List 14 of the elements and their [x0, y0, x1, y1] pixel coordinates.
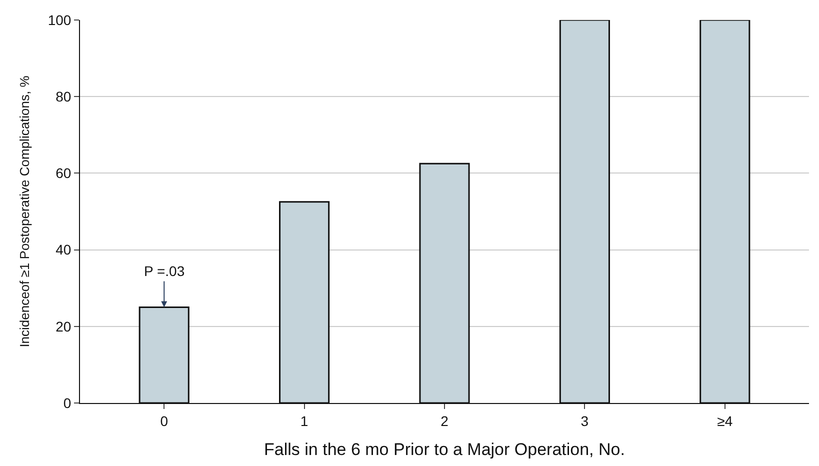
x-tick-label: 0: [160, 412, 168, 429]
y-tick-label: 100: [48, 12, 72, 28]
y-tick-label: 60: [56, 165, 72, 182]
y-tick-label: 0: [63, 394, 72, 411]
x-tick-label: 2: [440, 412, 449, 429]
annotation: P =.03: [144, 263, 185, 279]
y-axis-title: Incidenceof ≥1 Postoperative Complications, %: [16, 75, 32, 348]
x-tick-label: 1: [300, 412, 308, 429]
x-tick-label: ≥4: [717, 412, 733, 429]
x-tick-label: 3: [580, 412, 589, 429]
y-tick-label: 40: [56, 242, 72, 258]
x-axis-title: Falls in the 6 mo Prior to a Major Operation, No.: [264, 440, 625, 460]
y-tick-label: 80: [56, 88, 72, 104]
y-tick-label: 20: [56, 318, 72, 334]
